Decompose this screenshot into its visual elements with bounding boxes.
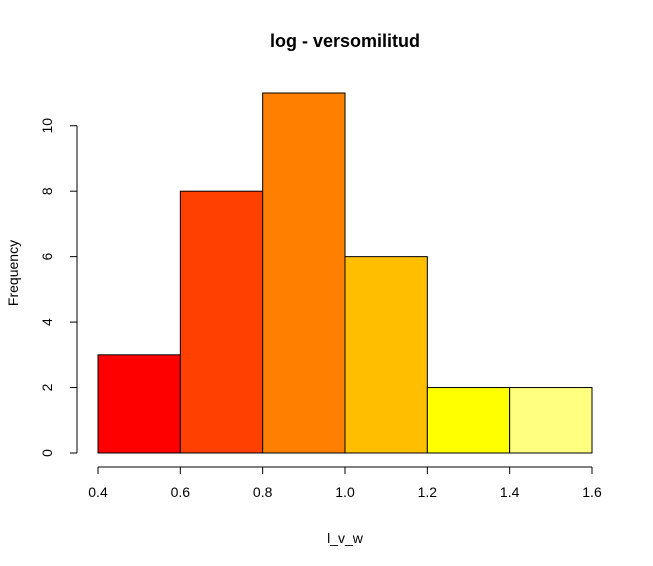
bars-group — [97, 92, 593, 454]
y-tick-label-1: 2 — [39, 383, 55, 391]
bar-4 — [426, 387, 511, 454]
x-tick-label-1: 0.6 — [171, 484, 191, 500]
y-tick-label-5: 10 — [39, 118, 55, 134]
x-tick-label-2: 0.8 — [253, 484, 273, 500]
x-tick-label-6: 1.6 — [582, 484, 602, 500]
y-tick-label-3: 6 — [39, 253, 55, 261]
x-tick-label-5: 1.4 — [500, 484, 520, 500]
bar-5 — [509, 387, 593, 454]
x-axis-label: l_v_w — [327, 530, 364, 546]
x-axis: 0.4 0.6 0.8 1.0 1.2 1.4 1.6 — [88, 466, 602, 500]
bar-1 — [179, 190, 264, 454]
x-tick-label-4: 1.2 — [418, 484, 438, 500]
chart-title: log - versomilitud — [270, 31, 420, 51]
bar-0 — [97, 354, 181, 454]
x-tick-label-0: 0.4 — [88, 484, 108, 500]
bar-3 — [344, 256, 428, 454]
y-tick-label-0: 0 — [39, 449, 55, 457]
bar-2 — [262, 92, 346, 454]
y-axis-label: Frequency — [5, 240, 21, 306]
x-tick-label-3: 1.0 — [335, 484, 355, 500]
y-axis: 0 2 4 6 8 10 — [39, 118, 78, 457]
y-tick-label-2: 4 — [39, 318, 55, 326]
y-tick-label-4: 8 — [39, 187, 55, 195]
